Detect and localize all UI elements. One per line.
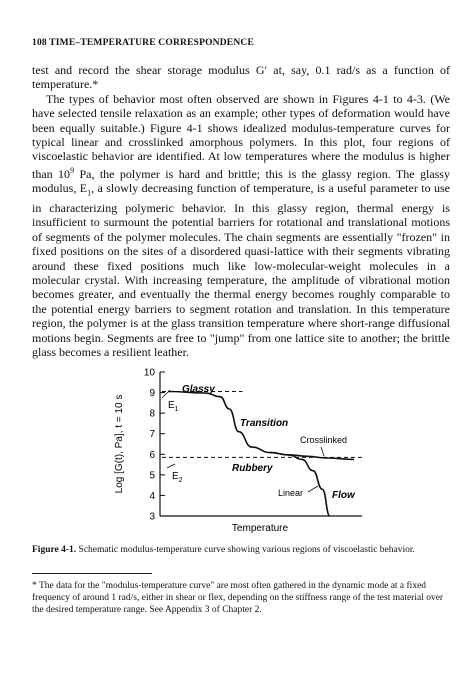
figure-caption: Figure 4-1. Schematic modulus-temperatur… [32, 544, 450, 556]
y-tick-label: 10 [144, 368, 156, 379]
y-tick-label: 4 [149, 491, 155, 502]
series-label-linear: Linear [278, 488, 303, 498]
e1-pointer [161, 389, 171, 399]
y-tick-label: 7 [149, 429, 155, 440]
footnote: * The data for the "modulus-temperature … [32, 581, 444, 615]
linear-curve [270, 451, 331, 517]
y-ticks: 3 4 5 6 7 8 9 10 [144, 368, 165, 523]
paragraph-2-part-2: Pa, the polymer is hard and brittle; thi… [32, 166, 450, 196]
paragraph-1: test and record the shear storage modulu… [32, 63, 450, 92]
body-text: test and record the shear storage modulu… [32, 63, 450, 360]
region-label-rubbery: Rubbery [232, 463, 273, 474]
series-label-crosslinked: Crosslinked [300, 435, 347, 445]
figure-4-1: 3 4 5 6 7 8 9 10 Glassy Transition Rubbery Flow… [110, 368, 370, 540]
y-tick-label: 5 [149, 470, 155, 481]
crosslinked-curve [167, 390, 355, 461]
footnote-divider [32, 573, 152, 574]
caption-label: Figure 4-1. [32, 545, 77, 555]
x-axis-title: Temperature [232, 523, 289, 534]
subscript-e1: 1 [87, 188, 92, 198]
paragraph-2-part-3: , a slowly decreasing function of temper… [32, 181, 450, 360]
y-tick-label: 9 [149, 388, 155, 399]
region-label-transition: Transition [240, 418, 288, 429]
modulus-temperature-chart: 3 4 5 6 7 8 9 10 Glassy Transition Rubbery Flow… [114, 368, 362, 534]
superscript-exponent: 9 [70, 165, 75, 175]
caption-text: Schematic modulus-temperature curve show… [76, 545, 415, 555]
region-label-flow: Flow [332, 490, 356, 501]
e1-label: E1 [168, 400, 179, 413]
crosslinked-pointer [320, 446, 325, 457]
y-tick-label: 8 [149, 409, 155, 420]
y-tick-label: 3 [149, 512, 155, 523]
e2-pointer [166, 463, 176, 469]
paragraph-2-part-1: The types of behavior most often observe… [32, 91, 450, 181]
linear-pointer [307, 485, 319, 493]
e2-label: E2 [172, 471, 183, 484]
paragraph-2: The types of behavior most often observe… [32, 92, 450, 360]
y-axis-title: Log [G(t), Pa], t = 10 s [114, 395, 125, 494]
y-tick-label: 6 [149, 450, 155, 461]
region-label-glassy: Glassy [182, 384, 215, 395]
running-head: 108 TIME–TEMPERATURE CORRESPONDENCE [32, 38, 255, 48]
